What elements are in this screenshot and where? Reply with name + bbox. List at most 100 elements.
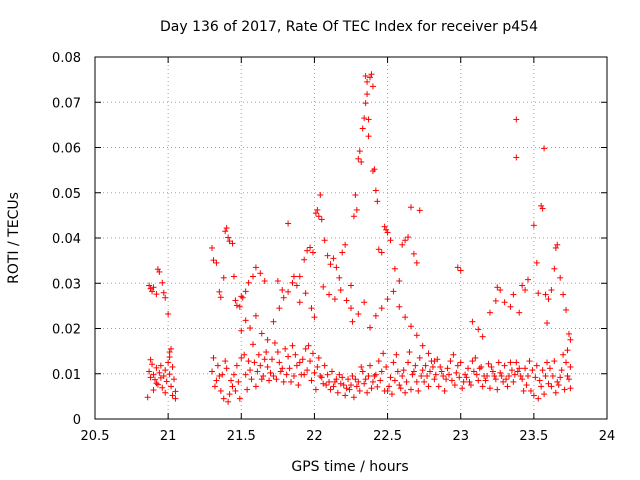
data-point [523, 382, 530, 389]
data-point [172, 388, 179, 395]
data-point [386, 383, 393, 390]
data-point [476, 365, 483, 372]
data-point [254, 368, 261, 375]
data-point [353, 206, 360, 213]
data-point [396, 303, 403, 310]
data-point [238, 293, 245, 300]
data-point [545, 296, 552, 303]
data-point [277, 368, 284, 375]
data-point [498, 373, 505, 380]
data-point [214, 362, 221, 369]
data-point [147, 374, 154, 381]
data-point [226, 391, 233, 398]
data-point [223, 365, 230, 372]
data-point [551, 265, 558, 272]
data-point [532, 374, 539, 381]
data-point [210, 354, 217, 361]
data-point [271, 339, 278, 346]
data-point [364, 91, 371, 98]
data-point [249, 341, 256, 348]
data-point [396, 277, 403, 284]
data-point [501, 362, 508, 369]
data-point [153, 291, 160, 298]
data-point [273, 376, 280, 383]
data-point [169, 363, 176, 370]
data-point [320, 380, 327, 387]
data-point [399, 241, 406, 248]
data-point [216, 288, 223, 295]
data-point [390, 359, 397, 366]
data-point [258, 330, 265, 337]
data-point [352, 376, 359, 383]
data-point [441, 387, 448, 394]
data-point [517, 373, 524, 380]
data-point [505, 373, 512, 380]
data-point [513, 154, 520, 161]
data-point [384, 387, 391, 394]
data-point [387, 374, 394, 381]
data-point [462, 371, 469, 378]
data-point [247, 367, 254, 374]
data-point [378, 305, 385, 312]
data-point [247, 325, 254, 332]
data-point [560, 351, 567, 358]
data-point [381, 223, 388, 230]
data-point [315, 354, 322, 361]
data-point [545, 380, 552, 387]
data-point [331, 378, 338, 385]
y-tick-label: 0.04 [52, 232, 81, 247]
data-point [248, 376, 255, 383]
data-point [257, 362, 264, 369]
data-point [222, 228, 229, 235]
data-point [317, 373, 324, 380]
data-point [343, 385, 350, 392]
data-point [426, 368, 433, 375]
data-point [302, 290, 309, 297]
grid-lines [95, 57, 607, 419]
data-point [217, 387, 224, 394]
data-point [242, 317, 249, 324]
data-point [470, 368, 477, 375]
data-point [535, 290, 542, 297]
data-point [497, 369, 504, 376]
data-point [236, 303, 243, 310]
data-point [149, 361, 156, 368]
data-point [340, 382, 347, 389]
data-point [349, 318, 356, 325]
data-point [564, 373, 571, 380]
data-point [233, 362, 240, 369]
data-point [412, 362, 419, 369]
data-point [279, 365, 286, 372]
data-point [348, 282, 354, 289]
data-point [358, 158, 365, 165]
data-point [451, 382, 458, 389]
data-point [454, 264, 461, 271]
data-point [255, 351, 262, 358]
data-point [285, 220, 292, 227]
data-point [377, 377, 384, 384]
data-point [295, 382, 302, 389]
data-point [535, 395, 542, 402]
chart-title: Day 136 of 2017, Rate Of TEC Index for r… [160, 19, 538, 35]
data-point [416, 207, 423, 214]
data-point [438, 368, 445, 375]
data-point [431, 376, 438, 383]
data-point [432, 371, 439, 378]
data-point [280, 378, 287, 385]
data-point [399, 373, 406, 380]
data-point [252, 312, 259, 319]
data-point [162, 294, 169, 301]
data-point [541, 145, 548, 152]
data-point [557, 374, 564, 381]
data-point [311, 369, 318, 376]
data-point [236, 395, 243, 402]
data-point [230, 371, 237, 378]
data-point [169, 392, 176, 399]
data-point [555, 382, 562, 389]
data-point [503, 376, 510, 383]
data-point [546, 365, 553, 372]
data-point [440, 373, 447, 380]
data-point [400, 367, 407, 374]
data-point [317, 192, 324, 199]
data-point [516, 309, 523, 316]
